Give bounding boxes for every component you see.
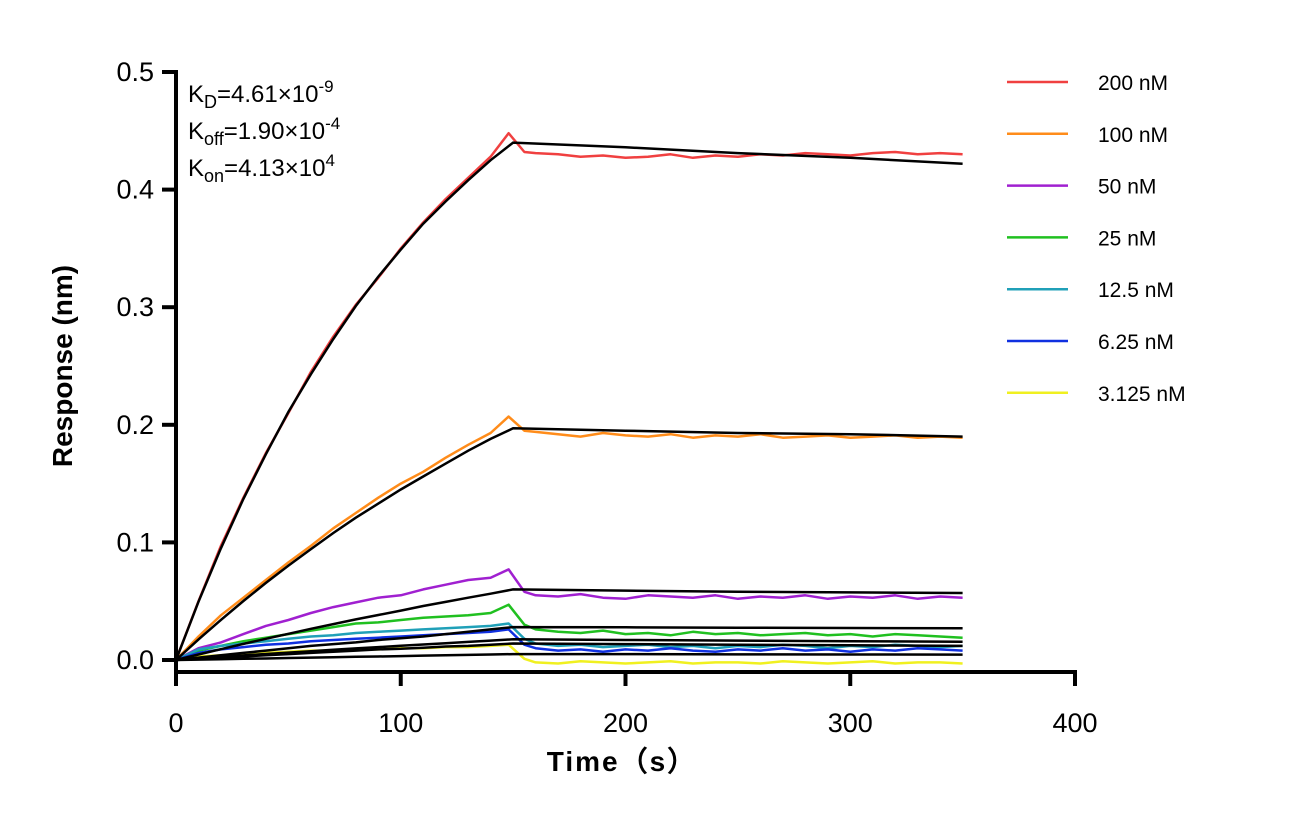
fit-200-nM [174, 141, 963, 661]
y-tick-label: 0.4 [116, 175, 154, 205]
fit-50-nM [175, 588, 963, 662]
x-tick-label: 400 [1052, 708, 1097, 738]
fit-25-nM [175, 625, 963, 662]
axes: 0.0 0.1 0.2 0.3 0.4 0.5 0 100 200 300 400 [116, 57, 1097, 738]
x-tick-label: 0 [168, 708, 183, 738]
legend-label: 200 nM [1098, 72, 1168, 95]
trace-50-nM [175, 568, 963, 662]
x-tick-label: 300 [828, 708, 873, 738]
y-tick-label: 0.2 [116, 410, 154, 440]
legend: 200 nM 100 nM 50 nM 25 nM 12.5 nM 6.25 nM 3.12… [1007, 72, 1186, 406]
y-tick-label: 0.0 [116, 645, 154, 675]
annotation-kD: KD=4.61×10-9 [188, 77, 334, 112]
trace-200-nM [174, 131, 963, 661]
legend-label: 12.5 nM [1098, 279, 1174, 302]
fit-curves [174, 141, 963, 662]
x-tick-label: 100 [378, 708, 423, 738]
annotation-koff: Koff=1.90×10-4 [188, 114, 340, 149]
y-tick-label: 0.1 [116, 527, 154, 557]
x-axis-title: Time（s） [547, 745, 697, 777]
trace-6.25-nM [175, 628, 963, 662]
legend-label: 25 nM [1098, 227, 1156, 250]
y-axis-title: Response (nm) [47, 265, 78, 467]
legend-label: 3.125 nM [1098, 383, 1186, 406]
annotation-kon: Kon=4.13×104 [188, 151, 335, 186]
trace-25-nM [175, 603, 963, 662]
fit-6.25-nM [175, 642, 963, 662]
trace-100-nM [175, 415, 963, 661]
legend-label: 100 nM [1098, 124, 1168, 147]
legend-label: 6.25 nM [1098, 331, 1174, 354]
y-tick-label: 0.3 [116, 292, 154, 322]
fit-100-nM [175, 427, 963, 661]
legend-label: 50 nM [1098, 176, 1156, 199]
x-tick-label: 200 [603, 708, 648, 738]
traces [174, 131, 963, 665]
y-tick-label: 0.5 [116, 57, 154, 87]
fit-3.125-nM [175, 652, 963, 662]
